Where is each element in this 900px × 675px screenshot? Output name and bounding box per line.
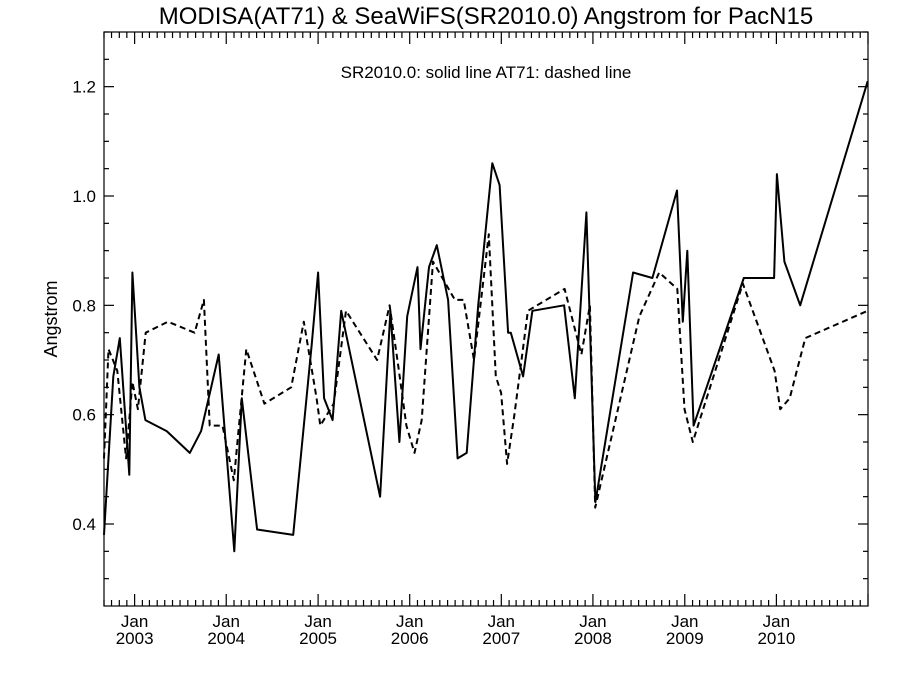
y-tick-label: 0.4	[72, 515, 96, 534]
y-axis: 0.4 0.6 0.8 1.0 1.2	[72, 31, 868, 580]
x-tick-year-label: 2005	[299, 629, 337, 648]
x-tick-year-label: 2010	[757, 629, 795, 648]
x-tick-year-label: 2009	[666, 629, 704, 648]
legend-annotation: SR2010.0: solid line AT71: dashed line	[341, 63, 632, 82]
x-tick-year-label: 2003	[116, 629, 154, 648]
plot-border	[103, 31, 869, 607]
y-tick-label: 0.8	[72, 296, 96, 315]
series-line-at71-dashed	[103, 233, 869, 509]
x-tick-month-label: Jan	[121, 612, 148, 631]
plot-frame	[103, 31, 869, 607]
chart-title: MODISA(AT71) & SeaWiFS(SR2010.0) Angstro…	[159, 3, 813, 30]
x-tick-year-label: 2007	[482, 629, 520, 648]
x-tick-month-label: Jan	[213, 612, 240, 631]
x-tick-month-label: Jan	[396, 612, 423, 631]
x-tick-year-label: 2004	[207, 629, 245, 648]
x-tick-year-label: 2006	[391, 629, 429, 648]
x-tick-month-label: Jan	[763, 612, 790, 631]
y-axis-label: Angstrom	[41, 280, 61, 357]
x-tick-month-label: Jan	[671, 612, 698, 631]
y-tick-label: 1.0	[72, 187, 96, 206]
y-tick-label: 1.2	[72, 78, 96, 97]
x-tick-month-label: Jan	[304, 612, 331, 631]
x-tick-month-label: Jan	[579, 612, 606, 631]
x-axis: Jan2003Jan2004Jan2005Jan2006Jan2007Jan20…	[103, 32, 869, 648]
x-tick-year-label: 2008	[574, 629, 612, 648]
series-line-sr2010-solid	[103, 80, 869, 553]
y-tick-label: 0.6	[72, 406, 96, 425]
series-layer	[103, 80, 869, 553]
x-tick-month-label: Jan	[488, 612, 515, 631]
